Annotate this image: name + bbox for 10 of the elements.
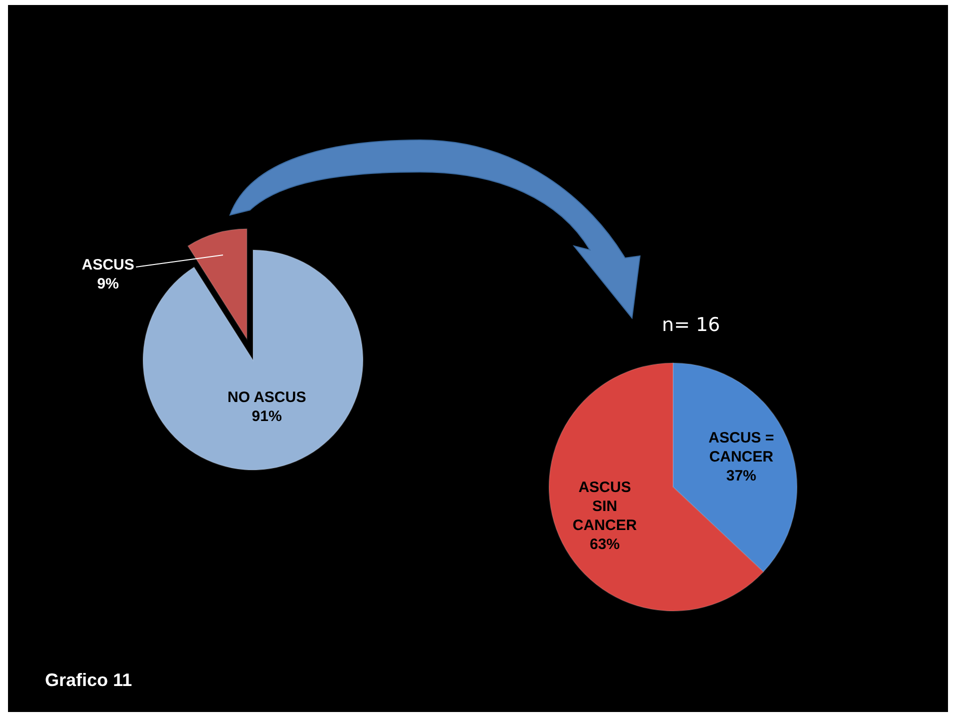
data-label: 63%: [590, 536, 620, 554]
slice-label: ASCUS: [82, 256, 134, 274]
data-label: 91%: [252, 408, 282, 426]
data-label: 37%: [726, 467, 756, 484]
text: Grafico 11: [45, 670, 132, 690]
slice-label: ASCUS = CANCER: [708, 429, 774, 466]
slice-label: NO ASCUS: [228, 389, 306, 406]
chart-title: n= 16: [662, 314, 720, 336]
data-label: 9%: [97, 275, 119, 292]
slice-label: ASCUS SIN CANCER: [572, 479, 637, 534]
